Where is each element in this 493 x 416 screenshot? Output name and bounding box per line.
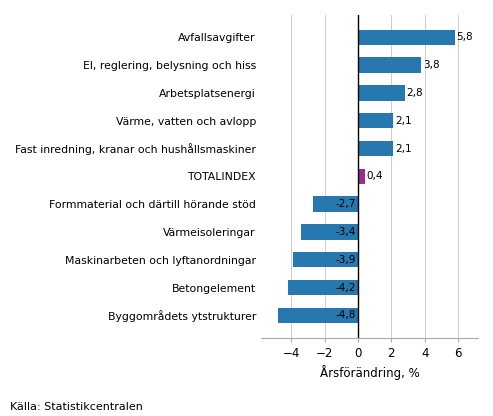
Text: -4,2: -4,2 — [336, 282, 356, 292]
Bar — [313, 196, 358, 212]
Text: -3,4: -3,4 — [336, 227, 356, 237]
Text: -4,8: -4,8 — [336, 310, 356, 320]
Bar — [358, 141, 393, 156]
Bar — [288, 280, 358, 295]
Bar — [358, 57, 422, 73]
Bar — [358, 30, 455, 45]
Text: 3,8: 3,8 — [423, 60, 440, 70]
Bar — [293, 252, 358, 267]
Text: -2,7: -2,7 — [336, 199, 356, 209]
X-axis label: Årsförändring, %: Årsförändring, % — [320, 365, 420, 380]
Bar — [358, 168, 365, 184]
Bar — [301, 224, 358, 240]
Text: 2,1: 2,1 — [395, 144, 412, 154]
Bar — [278, 308, 358, 323]
Text: 0,4: 0,4 — [367, 171, 383, 181]
Bar — [358, 85, 405, 101]
Text: 5,8: 5,8 — [457, 32, 473, 42]
Text: Källa: Statistikcentralen: Källa: Statistikcentralen — [10, 402, 143, 412]
Bar — [358, 113, 393, 129]
Text: 2,1: 2,1 — [395, 116, 412, 126]
Text: -3,9: -3,9 — [336, 255, 356, 265]
Text: 2,8: 2,8 — [407, 88, 423, 98]
